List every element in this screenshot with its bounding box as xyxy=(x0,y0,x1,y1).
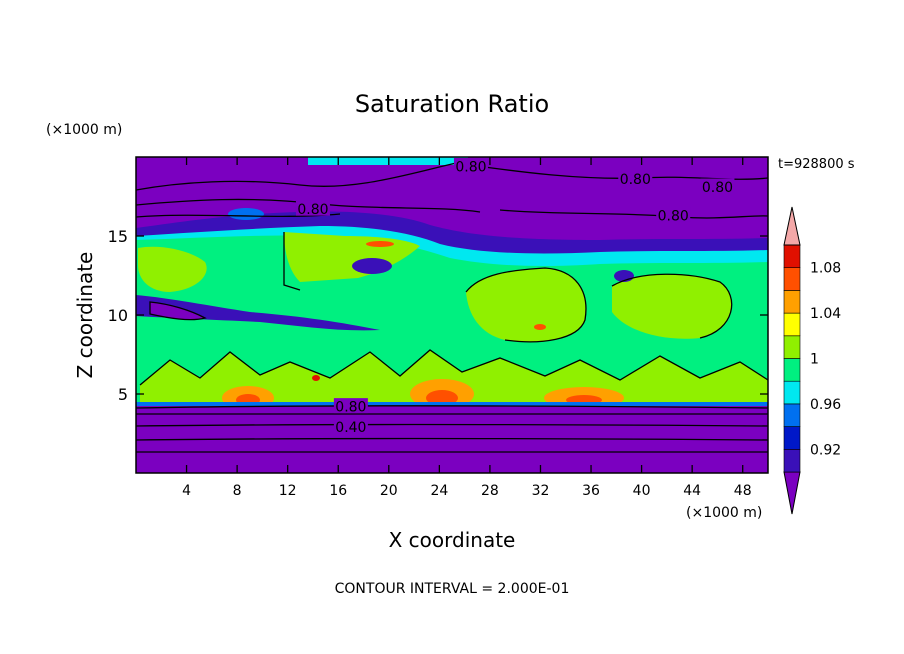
colorbar-swatch xyxy=(783,290,801,314)
x-tick-label: 8 xyxy=(233,483,242,499)
x-tick-label: 16 xyxy=(329,483,347,499)
contour-label: 0.80 xyxy=(335,400,366,416)
colorbar-swatch xyxy=(783,448,801,473)
x-tick-label: 20 xyxy=(380,483,398,499)
contour-label-bg xyxy=(656,206,691,222)
contour-label-bg xyxy=(333,418,368,434)
x-tick-label: 12 xyxy=(279,483,297,499)
green-patch-left xyxy=(138,246,207,292)
red-spot xyxy=(534,324,546,330)
dry-patch xyxy=(352,258,392,274)
red-spot xyxy=(312,375,320,381)
colorbar-label: 1 xyxy=(810,352,819,368)
x-tick-label: 24 xyxy=(430,483,448,499)
colorbar-swatch xyxy=(783,380,801,405)
left-dry-tongue xyxy=(136,295,380,331)
colorbar-swatch xyxy=(783,403,801,427)
colorbar-upper-extension xyxy=(783,206,801,246)
x-unit-label: (×1000 m) xyxy=(686,505,762,521)
dry-patch xyxy=(228,208,264,220)
contour-label-bg xyxy=(333,398,368,414)
colorbar-swatch xyxy=(783,244,801,269)
colorbar-swatch xyxy=(783,335,801,359)
x-axis-title: X coordinate xyxy=(389,528,516,552)
green-patch-far-right xyxy=(612,274,732,339)
y-axis-title: Z coordinate xyxy=(73,252,97,379)
contour-interval-footer: CONTOUR INTERVAL = 2.000E-01 xyxy=(335,581,570,597)
contour-label-bg xyxy=(295,200,330,216)
colorbar-swatch xyxy=(783,358,801,382)
contour-label: 0.80 xyxy=(455,159,486,175)
chart-title: Saturation Ratio xyxy=(355,90,549,118)
x-tick-label: 32 xyxy=(532,483,550,499)
contour-label: 0.80 xyxy=(658,208,689,224)
top-cyan-band xyxy=(308,157,468,165)
red-spot xyxy=(366,241,394,247)
contour-label-bg xyxy=(618,170,653,186)
time-label: t=928800 s xyxy=(778,157,855,172)
colorbar-label: 0.96 xyxy=(810,397,841,413)
contour-label: 0.80 xyxy=(620,172,651,188)
left-dry-core xyxy=(150,302,205,320)
contour-label: 0.80 xyxy=(702,180,733,196)
colorbar-label: 1.04 xyxy=(810,306,841,322)
colorbar-swatch xyxy=(783,267,801,291)
colorbar-swatch xyxy=(783,312,801,337)
colorbar-label: 0.92 xyxy=(810,442,841,458)
green-patch-right xyxy=(466,268,586,342)
x-tick-label: 44 xyxy=(683,483,701,499)
colorbar-label: 1.08 xyxy=(810,261,841,277)
y-unit-label: (×1000 m) xyxy=(46,122,122,138)
colorbar-lower-extension xyxy=(783,471,801,515)
x-tick-label: 4 xyxy=(182,483,191,499)
x-tick-label: 28 xyxy=(481,483,499,499)
x-tick-label: 40 xyxy=(633,483,651,499)
contour-label: 0.40 xyxy=(335,420,366,436)
y-tick-label: 10 xyxy=(108,306,128,325)
x-tick-label: 36 xyxy=(582,483,600,499)
y-tick-label: 15 xyxy=(108,227,128,246)
y-tick-label: 5 xyxy=(118,385,128,404)
contour-label: 0.80 xyxy=(297,202,328,218)
x-tick-label: 48 xyxy=(734,483,752,499)
colorbar-swatch xyxy=(783,426,801,450)
colorbar: 1.08 1.04 1 0.96 0.92 xyxy=(783,206,841,515)
contour-label-bg xyxy=(700,178,735,194)
contour-label-bg xyxy=(453,157,488,173)
saturation-field: 0.80 0.80 0.80 0.80 0.80 0.80 0.40 xyxy=(136,157,768,473)
boundary-blue-edge xyxy=(136,402,768,407)
